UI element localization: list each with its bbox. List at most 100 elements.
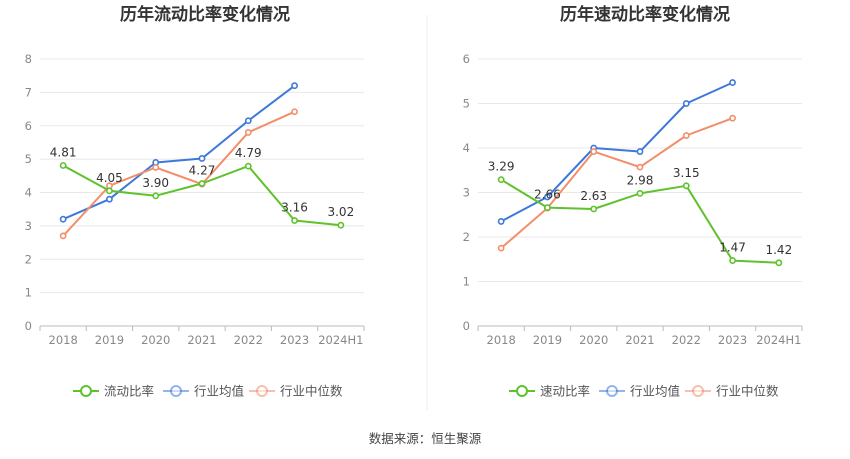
source-text: 数据来源：恒生聚源	[369, 431, 482, 446]
legend-label: 速动比率	[540, 384, 590, 399]
series-point	[337, 221, 345, 229]
y-tick-label: 1	[25, 286, 32, 300]
legend-item: 行业均值	[163, 384, 244, 399]
series-point	[106, 187, 113, 195]
series-point	[682, 132, 690, 139]
series-point	[152, 164, 160, 171]
series-point	[291, 108, 298, 116]
chart-panel-1: 历年流动比率变化情况 0 1 2 3 4 5 6 7 8 2018 2019 2020 2021 2022 2…	[25, 4, 365, 399]
x-tick-label: 2024H1	[756, 333, 801, 347]
series-point	[497, 176, 505, 183]
chart-title: 历年速动比率变化情况	[560, 4, 730, 25]
legend-item: 行业中位数	[685, 384, 779, 399]
data-label: 4.05	[96, 171, 123, 185]
chart-panel-2: 历年速动比率变化情况 0 1 2 3 4 5 6 2018 2019 2020 2021 2022 202…	[463, 4, 803, 399]
x-tick-label: 2019	[95, 333, 124, 347]
legend-item: 流动比率	[73, 384, 154, 399]
legend-item: 速动比率	[509, 384, 590, 399]
x-tick-label: 2018	[487, 333, 516, 347]
data-label: 4.81	[50, 145, 77, 159]
data-label: 3.15	[673, 166, 700, 180]
y-tick-label: 5	[463, 97, 470, 111]
y-tick-label: 2	[463, 230, 470, 244]
series-point	[152, 192, 160, 200]
y-tick-label: 3	[463, 186, 470, 200]
series-point	[59, 215, 67, 223]
series-point	[59, 162, 67, 169]
legend-label: 行业均值	[194, 384, 244, 399]
y-tick-label: 2	[25, 252, 32, 266]
y-tick-label: 4	[25, 186, 32, 200]
series-line-3	[62, 110, 296, 237]
x-tick-label: 2021	[625, 333, 654, 347]
chart-title: 历年流动比率变化情况	[120, 4, 290, 25]
data-label: 1.47	[719, 241, 746, 255]
x-tick-label: 2018	[49, 333, 78, 347]
legend-label: 流动比率	[104, 384, 154, 399]
series-point	[198, 180, 206, 187]
data-label: 3.16	[281, 201, 308, 215]
series-point	[291, 82, 298, 90]
legend-swatch-marker	[606, 385, 618, 397]
series-point	[636, 148, 644, 155]
data-label: 3.02	[327, 205, 354, 219]
series-line-2	[62, 84, 296, 221]
x-tick-label: 2023	[718, 333, 747, 347]
x-tick-label: 2020	[579, 333, 608, 347]
legend-swatch-marker	[170, 385, 182, 397]
legend-swatch-marker	[516, 385, 528, 397]
series-point	[244, 162, 252, 170]
x-tick-label: 2022	[234, 333, 263, 347]
series-point	[106, 195, 113, 203]
charts-group: 历年流动比率变化情况 0 1 2 3 4 5 6 7 8 2018 2019 2020 2021 2022 2…	[25, 4, 803, 399]
series-point	[729, 79, 736, 86]
x-tick-label: 2020	[141, 333, 170, 347]
y-tick-label: 5	[25, 152, 32, 166]
series-point	[244, 117, 252, 125]
series-point	[729, 257, 736, 264]
series-point	[729, 114, 736, 122]
data-label: 3.29	[488, 160, 515, 174]
legend-swatch-marker	[80, 385, 92, 397]
series-point	[497, 244, 505, 252]
legend-label: 行业中位数	[280, 384, 343, 399]
series-point	[59, 232, 67, 240]
x-tick-label: 2023	[280, 333, 309, 347]
y-tick-label: 1	[463, 275, 470, 289]
series-point	[497, 218, 505, 225]
x-tick-label: 2019	[533, 333, 562, 347]
y-tick-label: 0	[463, 319, 470, 333]
legend-swatch-marker	[692, 385, 704, 397]
y-tick-label: 8	[25, 52, 32, 66]
series-point	[682, 182, 690, 190]
series-line-3	[500, 117, 733, 249]
legend-item: 行业中位数	[249, 384, 343, 399]
data-label: 4.79	[235, 146, 262, 160]
series-point	[198, 155, 206, 162]
data-label: 4.27	[189, 163, 216, 177]
series-point	[682, 100, 690, 107]
series-point	[544, 204, 551, 212]
series-point	[775, 259, 783, 267]
series-point	[636, 189, 644, 197]
data-label: 2.98	[627, 173, 654, 187]
y-tick-label: 3	[25, 219, 32, 233]
series-point	[291, 217, 298, 224]
data-label: 3.90	[142, 176, 169, 190]
y-tick-label: 7	[25, 85, 32, 99]
series-point	[590, 148, 598, 155]
x-tick-label: 2024H1	[318, 333, 363, 347]
legend-label: 行业均值	[630, 384, 680, 399]
series-line-2	[500, 81, 734, 223]
data-label: 2.66	[534, 188, 561, 202]
legend-swatch-marker	[256, 385, 268, 397]
series-point	[590, 205, 598, 213]
legend-label: 行业中位数	[716, 384, 779, 399]
series-point	[244, 129, 252, 136]
legend-item: 行业均值	[599, 384, 680, 399]
y-tick-label: 6	[463, 52, 470, 66]
x-tick-label: 2022	[672, 333, 701, 347]
series-point	[636, 163, 644, 171]
data-label: 1.42	[765, 243, 792, 257]
